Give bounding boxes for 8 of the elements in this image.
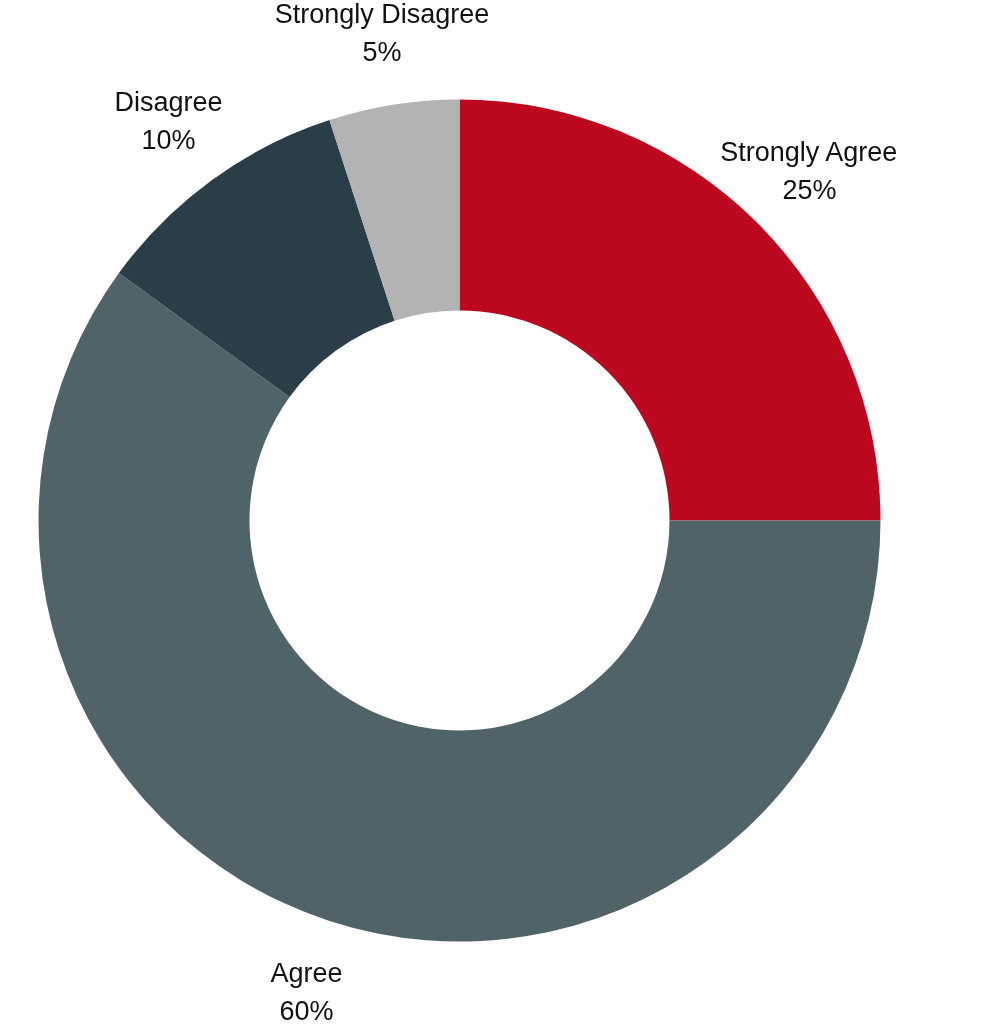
- slice-label: Disagree: [114, 87, 223, 118]
- data-label: 60%: [279, 996, 334, 1027]
- slice-label: Strongly Disagree: [274, 0, 490, 29]
- data-label: 5%: [362, 36, 402, 67]
- slice-label: Strongly Agree: [720, 137, 898, 168]
- data-label: 25%: [782, 175, 837, 206]
- slice-label: Agree: [270, 958, 343, 989]
- data-label: 10%: [141, 125, 196, 156]
